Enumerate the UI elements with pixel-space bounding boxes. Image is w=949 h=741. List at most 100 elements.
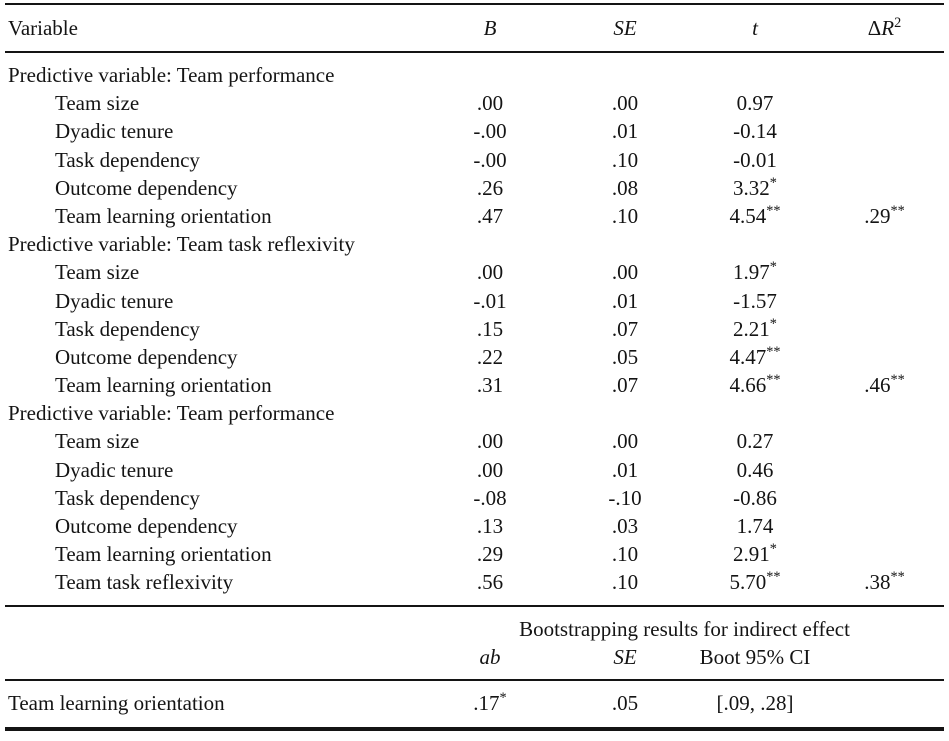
cell-b: -.01 bbox=[473, 288, 507, 313]
significance-asterisk: ** bbox=[890, 202, 905, 219]
table-row: Team size .00 .00 1.97* bbox=[0, 258, 949, 286]
cell-t: -0.86 bbox=[733, 485, 777, 510]
cell-t: 0.27 bbox=[736, 429, 774, 454]
cell-b: .26 bbox=[476, 175, 504, 200]
cell-t: -1.57 bbox=[733, 288, 777, 313]
table-row: Task dependency -.00 .10 -0.01 bbox=[0, 146, 949, 174]
bootstrap-title-row: Bootstrapping results for indirect effec… bbox=[0, 615, 949, 643]
cell-se: .07 bbox=[611, 373, 639, 398]
table-row: Dyadic tenure -.00 .01 -0.14 bbox=[0, 117, 949, 145]
cell-t: 2.21* bbox=[733, 315, 777, 341]
cell-delta-r2: .46** bbox=[864, 372, 905, 398]
significance-asterisk: ** bbox=[766, 343, 781, 360]
cell-se: .10 bbox=[611, 147, 639, 172]
table-row: Team size .00 .00 0.27 bbox=[0, 427, 949, 455]
row-label: Task dependency bbox=[55, 147, 200, 172]
row-label: Outcome dependency bbox=[55, 175, 238, 200]
row-label: Team learning orientation bbox=[55, 373, 272, 398]
table-row: Team task reflexivity .56 .10 5.70** .38… bbox=[0, 568, 949, 596]
cell-boot-ci: [.09, .28] bbox=[716, 691, 794, 716]
cell-b: -.08 bbox=[473, 485, 507, 510]
column-header-boot-se: SE bbox=[613, 644, 637, 669]
significance-asterisk: * bbox=[499, 690, 507, 707]
significance-asterisk: ** bbox=[766, 372, 781, 389]
squared-exponent: 2 bbox=[894, 14, 902, 31]
section-header: Predictive variable: Team performance bbox=[8, 63, 335, 87]
bootstrap-title: Bootstrapping results for indirect effec… bbox=[519, 616, 850, 641]
row-label: Task dependency bbox=[55, 316, 200, 341]
table-row: Team learning orientation .29 .10 2.91* bbox=[0, 540, 949, 568]
significance-asterisk: * bbox=[769, 315, 777, 332]
column-header-variable: Variable bbox=[8, 15, 78, 40]
cell-b: .00 bbox=[476, 91, 504, 116]
row-label: Team learning orientation bbox=[8, 691, 225, 716]
cell-t: -0.01 bbox=[733, 147, 777, 172]
table-row: Team learning orientation .47 .10 4.54**… bbox=[0, 202, 949, 230]
significance-asterisk: ** bbox=[890, 372, 905, 389]
bootstrap-header: Bootstrapping results for indirect effec… bbox=[0, 607, 949, 679]
table-top-rule bbox=[5, 3, 944, 5]
r-symbol: R bbox=[881, 15, 895, 40]
row-label: Team size bbox=[55, 260, 140, 285]
significance-asterisk: * bbox=[769, 541, 777, 558]
cell-se: .03 bbox=[611, 514, 639, 538]
table-row: Task dependency -.08 -.10 -0.86 bbox=[0, 484, 949, 512]
column-header-t: t bbox=[752, 15, 758, 40]
bootstrap-column-headers: ab SE Boot 95% CI bbox=[0, 643, 949, 671]
significance-asterisk: ** bbox=[766, 569, 781, 586]
table-row: Team size .00 .00 0.97 bbox=[0, 89, 949, 117]
cell-b: .00 bbox=[476, 429, 504, 454]
cell-se: .00 bbox=[611, 260, 639, 285]
significance-asterisk: * bbox=[769, 259, 777, 276]
bootstrap-top-rule bbox=[5, 604, 944, 607]
cell-se: .10 bbox=[611, 542, 639, 567]
cell-boot-se: .05 bbox=[611, 691, 639, 716]
cell-se: .01 bbox=[611, 288, 639, 313]
table-row: Task dependency .15 .07 2.21* bbox=[0, 315, 949, 343]
table-row: Outcome dependency .22 .05 4.47** bbox=[0, 343, 949, 371]
cell-delta-r2: .29** bbox=[864, 202, 905, 228]
column-header-boot-ci: Boot 95% CI bbox=[699, 644, 811, 669]
row-label: Outcome dependency bbox=[55, 344, 238, 369]
table-body: Predictive variable: Team performance Te… bbox=[0, 53, 949, 605]
cell-t: 3.32* bbox=[733, 174, 777, 200]
header-bottom-rule bbox=[5, 51, 944, 53]
section-header: Predictive variable: Team performance bbox=[8, 401, 335, 426]
cell-b: .47 bbox=[476, 203, 504, 228]
cell-b: .15 bbox=[476, 316, 504, 341]
cell-b: -.00 bbox=[473, 147, 507, 172]
table-row: Dyadic tenure .00 .01 0.46 bbox=[0, 456, 949, 484]
cell-b: .29 bbox=[476, 542, 504, 567]
cell-t: 1.74 bbox=[736, 514, 774, 538]
row-label: Outcome dependency bbox=[55, 514, 238, 538]
row-label: Team size bbox=[55, 429, 140, 454]
row-label: Dyadic tenure bbox=[55, 457, 174, 482]
row-label: Team size bbox=[55, 91, 140, 116]
cell-t: 1.97* bbox=[733, 259, 777, 285]
cell-ab: .17* bbox=[473, 690, 507, 716]
cell-b: .56 bbox=[476, 570, 504, 595]
table-bottom-rule bbox=[5, 726, 944, 731]
table-row: Dyadic tenure -.01 .01 -1.57 bbox=[0, 287, 949, 315]
cell-se: .00 bbox=[611, 91, 639, 116]
cell-se: .10 bbox=[611, 203, 639, 228]
cell-se: .00 bbox=[611, 429, 639, 454]
column-header-delta-r-squared: ΔR2 bbox=[820, 14, 949, 41]
cell-t: 5.70** bbox=[729, 569, 781, 595]
cell-se: .01 bbox=[611, 119, 639, 144]
row-label: Dyadic tenure bbox=[55, 288, 174, 313]
cell-b: .13 bbox=[476, 514, 504, 538]
significance-asterisk: * bbox=[769, 174, 777, 191]
row-label: Team learning orientation bbox=[55, 203, 272, 228]
cell-t: 4.54** bbox=[729, 202, 781, 228]
cell-t: 2.91* bbox=[733, 541, 777, 567]
table-row: Team learning orientation .31 .07 4.66**… bbox=[0, 371, 949, 399]
cell-se: .10 bbox=[611, 570, 639, 595]
bootstrap-result-row: Team learning orientation .17* .05 [.09,… bbox=[0, 681, 949, 727]
significance-asterisk: ** bbox=[766, 202, 781, 219]
cell-b: .31 bbox=[476, 373, 504, 398]
cell-b: -.00 bbox=[473, 119, 507, 144]
cell-b: .00 bbox=[476, 457, 504, 482]
cell-t: -0.14 bbox=[733, 119, 777, 144]
